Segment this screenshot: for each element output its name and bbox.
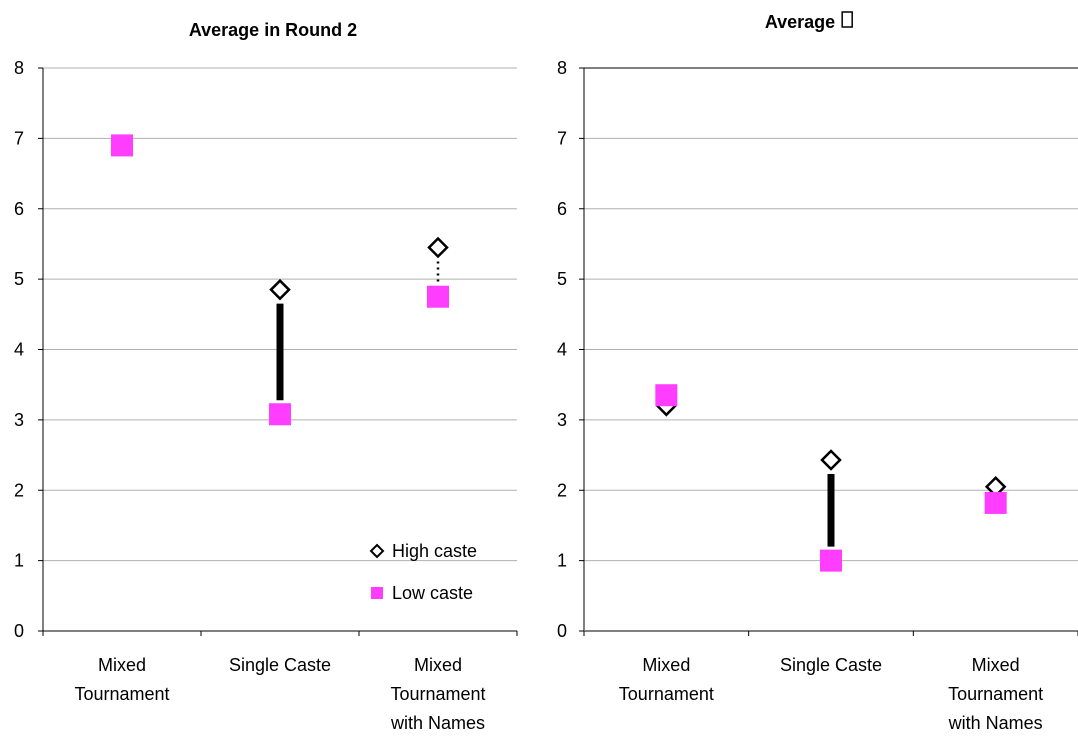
missing-glyph-icon <box>841 11 853 28</box>
high-caste-marker <box>820 449 842 471</box>
x-tick-label: Tournament <box>948 684 1043 704</box>
y-tick-label: 3 <box>14 410 24 430</box>
x-tick-label: Mixed <box>98 655 146 675</box>
legend-high-caste-swatch <box>369 543 385 559</box>
y-tick-label: 6 <box>14 199 24 219</box>
y-tick-label: 1 <box>557 551 567 571</box>
chart-panel-1: Average in Round 2 0 1 2 3 4 5 6 7 8 Mixed Tourname… <box>14 20 518 733</box>
y-tick-label: 8 <box>557 58 567 78</box>
x-tick-label: Single Caste <box>780 655 882 675</box>
x-tick-label: with Names <box>948 713 1043 733</box>
x-tick-label: Single Caste <box>229 655 331 675</box>
x-tick-label: Mixed <box>642 655 690 675</box>
y-tick-label: 4 <box>557 340 567 360</box>
low-caste-marker <box>655 384 678 407</box>
chart-title: Average in Round 2 <box>189 20 357 40</box>
low-caste-marker <box>984 491 1007 514</box>
y-tick-label: 4 <box>14 340 24 360</box>
legend: High caste Low caste <box>369 541 477 603</box>
x-tick-label: Tournament <box>390 684 485 704</box>
y-tick-label: 5 <box>14 269 24 289</box>
y-tick-label: 5 <box>557 269 567 289</box>
x-tick-label: Tournament <box>74 684 169 704</box>
low-caste-marker <box>111 134 133 157</box>
y-tick-label: 1 <box>14 551 24 571</box>
legend-high-caste-label: High caste <box>392 541 477 561</box>
low-caste-marker <box>427 285 449 308</box>
y-tick-label: 0 <box>557 621 567 641</box>
y-tick-label: 6 <box>557 199 567 219</box>
y-tick-label: 7 <box>14 128 24 148</box>
legend-low-caste-swatch <box>371 587 383 599</box>
high-caste-marker <box>427 236 449 259</box>
y-tick-label: 2 <box>557 480 567 500</box>
y-tick-label: 7 <box>557 128 567 148</box>
y-tick-label: 8 <box>14 58 24 78</box>
y-tick-label: 0 <box>14 621 24 641</box>
x-tick-label: Mixed <box>414 655 462 675</box>
chart-panel-2: Average 0 1 2 3 4 5 6 7 8 Mixed Tournament Single Ca… <box>557 11 1078 733</box>
high-caste-marker <box>269 278 291 301</box>
y-tick-label: 3 <box>557 410 567 430</box>
legend-low-caste-label: Low caste <box>392 583 473 603</box>
y-tick-label: 2 <box>14 480 24 500</box>
chart-title: Average <box>765 12 835 32</box>
x-tick-label: Tournament <box>619 684 714 704</box>
low-caste-marker <box>820 549 842 572</box>
x-tick-label: Mixed <box>972 655 1020 675</box>
low-caste-marker <box>269 403 291 426</box>
x-tick-label: with Names <box>390 713 485 733</box>
